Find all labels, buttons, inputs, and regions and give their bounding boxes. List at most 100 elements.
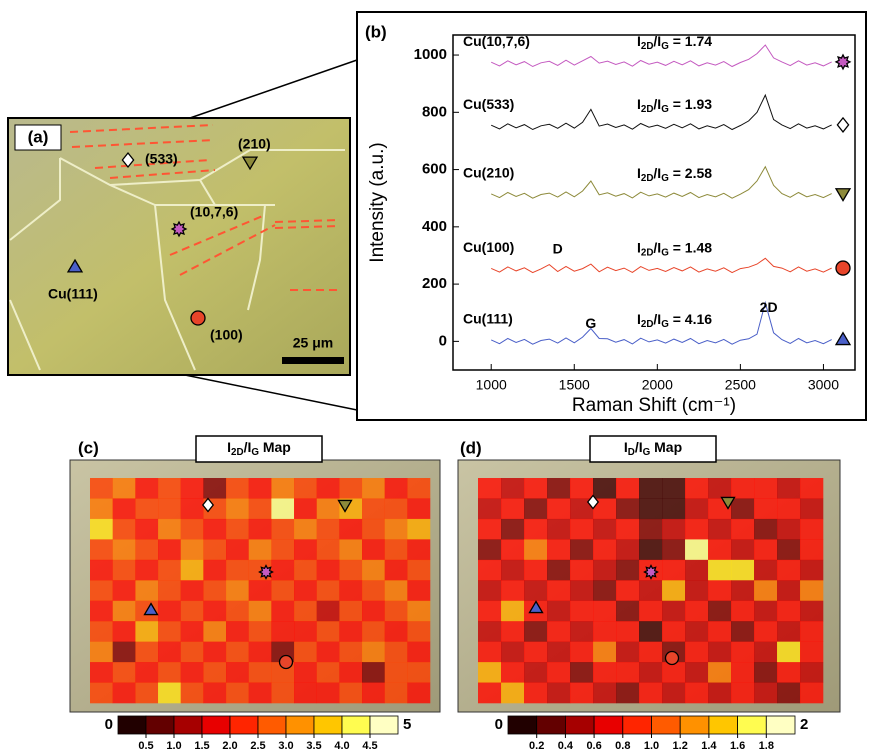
- heat-cell: [271, 519, 294, 540]
- heat-cell: [593, 580, 616, 601]
- heat-cell: [113, 519, 136, 540]
- heat-cell: [593, 683, 616, 704]
- colorbar-segment: [146, 716, 174, 734]
- x-tick-label: 1500: [559, 377, 590, 393]
- heat-cell: [203, 642, 226, 663]
- heat-cell: [639, 642, 662, 663]
- heat-cell: [181, 560, 204, 581]
- scale-bar: [282, 357, 344, 364]
- panel-label: (a): [28, 127, 49, 146]
- heat-cell: [407, 498, 430, 519]
- heat-cell: [407, 560, 430, 581]
- heat-cell: [593, 662, 616, 683]
- heat-cell: [685, 580, 708, 601]
- heat-cell: [226, 580, 249, 601]
- heat-cell: [90, 642, 113, 663]
- heat-cell: [158, 642, 181, 663]
- heat-cell: [547, 621, 570, 642]
- heat-cell: [593, 560, 616, 581]
- heat-cell: [777, 642, 800, 663]
- heat-cell: [407, 621, 430, 642]
- heat-cell: [249, 642, 272, 663]
- heat-cell: [226, 642, 249, 663]
- heat-cell: [478, 621, 501, 642]
- heat-cell: [777, 580, 800, 601]
- colorbar-tick-label: 1.4: [701, 740, 717, 752]
- heat-cell: [685, 539, 708, 560]
- heat-cell: [271, 478, 294, 499]
- grain-label: (100): [210, 327, 243, 343]
- heat-cell: [135, 683, 158, 704]
- colorbar-max: 5: [403, 716, 411, 733]
- heat-cell: [203, 560, 226, 581]
- y-tick-label: 0: [439, 332, 447, 349]
- heat-cell: [800, 580, 823, 601]
- colorbar-tick-label: 2.0: [222, 740, 237, 752]
- heat-cell: [135, 498, 158, 519]
- scale-label: 25 μm: [293, 335, 333, 351]
- heat-cell: [249, 580, 272, 601]
- heat-cell: [271, 683, 294, 704]
- heat-cell: [639, 539, 662, 560]
- heat-cell: [547, 662, 570, 683]
- heat-cell: [478, 601, 501, 622]
- heat-cell: [90, 580, 113, 601]
- colorbar-tick-label: 0.8: [615, 740, 630, 752]
- heat-cell: [407, 601, 430, 622]
- heat-cell: [685, 683, 708, 704]
- heat-cell: [113, 642, 136, 663]
- colorbar-tick-label: 4.5: [362, 740, 377, 752]
- heat-cell: [317, 662, 340, 683]
- heat-cell: [708, 621, 731, 642]
- heat-cell: [407, 539, 430, 560]
- x-axis-label: Raman Shift (cm⁻¹): [572, 395, 736, 416]
- heat-cell: [662, 580, 685, 601]
- colorbar-segment: [738, 716, 767, 734]
- heat-cell: [547, 642, 570, 663]
- heat-cell: [547, 498, 570, 519]
- heat-cell: [478, 498, 501, 519]
- heat-cell: [616, 539, 639, 560]
- page: {"panel_a": {"label": "(a)", "grains": […: [0, 0, 870, 755]
- heat-cell: [249, 662, 272, 683]
- heat-cell: [616, 560, 639, 581]
- heat-cell: [547, 683, 570, 704]
- heat-cell: [685, 519, 708, 540]
- heat-cell: [501, 642, 524, 663]
- heat-cell: [662, 560, 685, 581]
- heat-cell: [158, 683, 181, 704]
- heat-cell: [407, 683, 430, 704]
- heat-cell: [662, 601, 685, 622]
- heat-cell: [90, 683, 113, 704]
- colorbar-min: 0: [105, 716, 113, 733]
- heat-cell: [90, 498, 113, 519]
- heat-cell: [226, 519, 249, 540]
- heat-cell: [570, 580, 593, 601]
- heat-cell: [501, 539, 524, 560]
- heat-cell: [570, 642, 593, 663]
- x-tick-label: 3000: [808, 377, 839, 393]
- heat-cell: [226, 560, 249, 581]
- x-tick-label: 2500: [725, 377, 756, 393]
- heat-cell: [616, 478, 639, 499]
- panel-label: (c): [78, 438, 99, 457]
- heat-cell: [708, 662, 731, 683]
- heat-cell: [777, 560, 800, 581]
- heat-cell: [639, 580, 662, 601]
- marker: [666, 652, 679, 665]
- heat-cell: [385, 601, 408, 622]
- heat-cell: [294, 621, 317, 642]
- heat-cell: [478, 580, 501, 601]
- heat-cell: [181, 580, 204, 601]
- heat-cell: [524, 621, 547, 642]
- marker: [191, 311, 205, 325]
- colorbar-segment: [230, 716, 258, 734]
- heat-cell: [317, 519, 340, 540]
- heat-cell: [731, 560, 754, 581]
- heat-cell: [407, 642, 430, 663]
- heat-cell: [249, 539, 272, 560]
- colorbar-segment: [537, 716, 566, 734]
- heat-cell: [639, 498, 662, 519]
- heat-cell: [662, 662, 685, 683]
- heat-cell: [800, 498, 823, 519]
